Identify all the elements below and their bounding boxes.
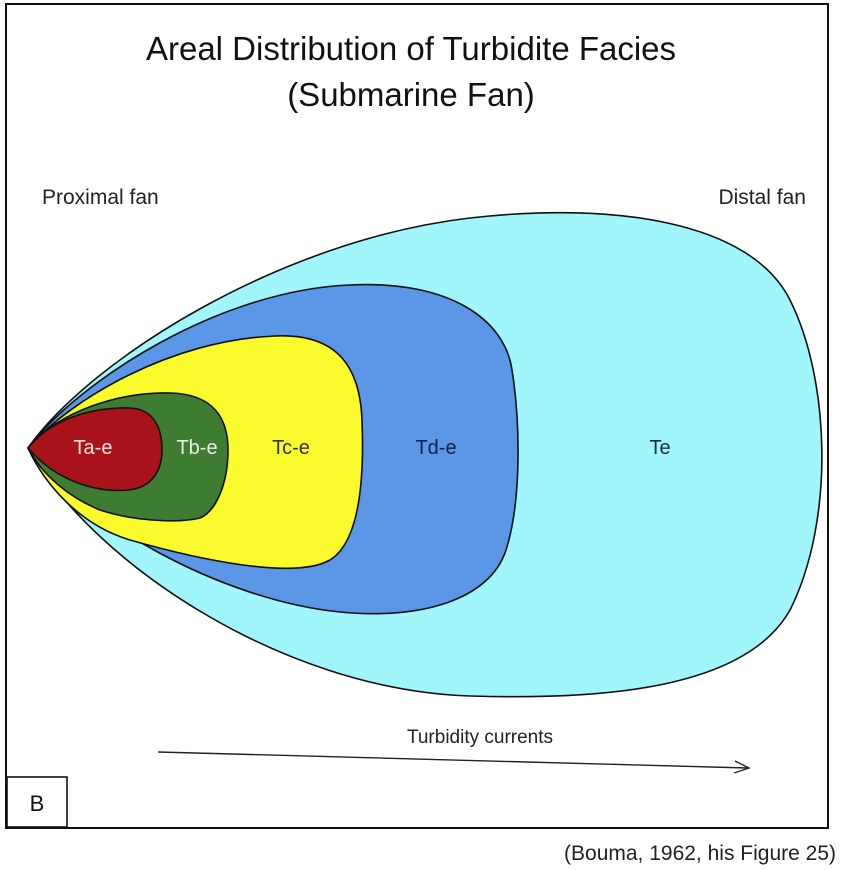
turbidity-currents-label: Turbidity currents <box>407 727 553 748</box>
proximal-fan-label: Proximal fan <box>42 186 159 209</box>
facies-label-te: Te <box>649 437 670 459</box>
facies-label-td: Td-e <box>415 437 456 459</box>
facies-label-tc: Tc-e <box>272 437 310 459</box>
facies-label-ta: Ta-e <box>74 437 113 459</box>
citation: (Bouma, 1962, his Figure 25) <box>564 842 836 865</box>
facies-label-tb: Tb-e <box>176 437 217 459</box>
panel-label: B <box>30 791 45 816</box>
flow-arrow-line <box>157 751 749 769</box>
panel-label-box <box>6 776 68 828</box>
title-line-1: Areal Distribution of Turbidite Facies <box>146 30 676 67</box>
distal-fan-label: Distal fan <box>718 186 806 209</box>
title-line-2: (Submarine Fan) <box>287 76 535 113</box>
facies-zone-ta <box>26 407 163 492</box>
flow-arrowhead-icon <box>733 760 751 774</box>
